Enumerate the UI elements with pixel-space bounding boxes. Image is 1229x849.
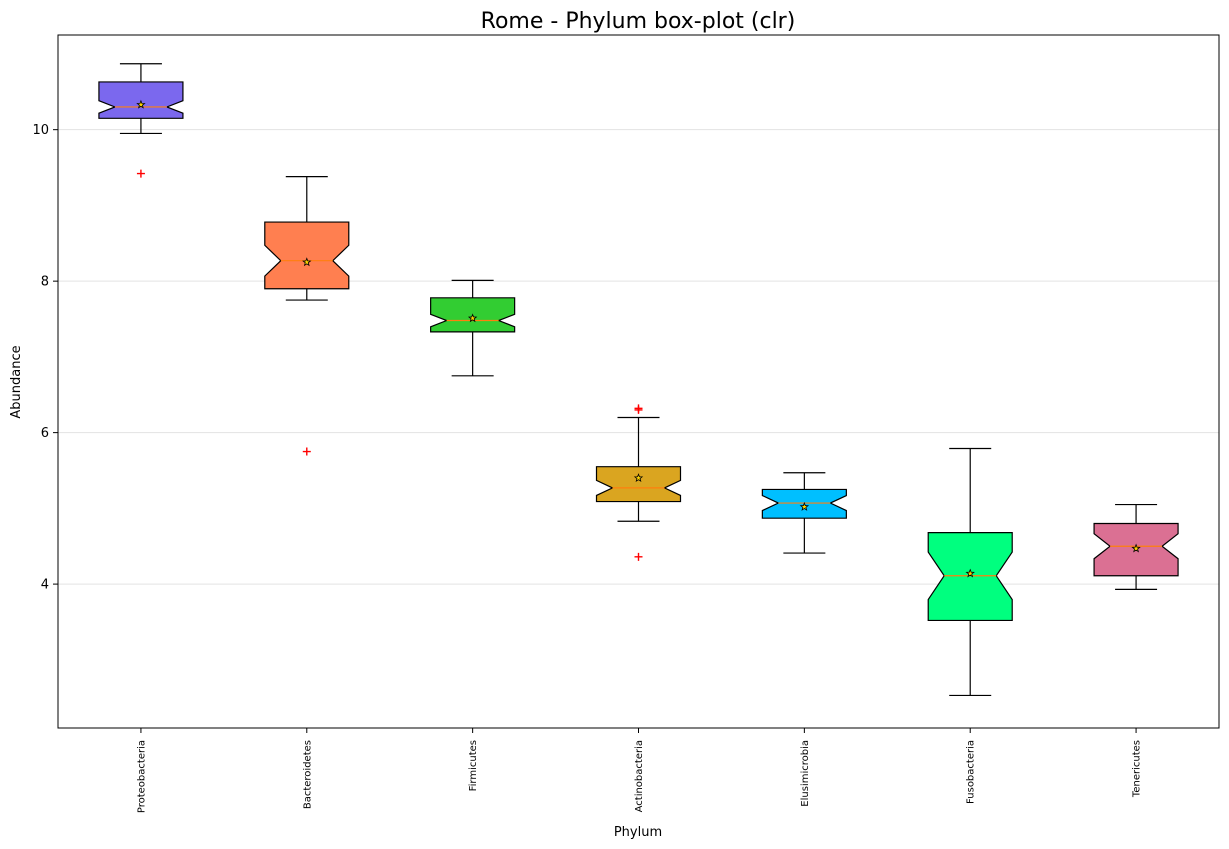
x-axis: Proteobacteria Bacteroidetes Firmicutes Act…	[136, 728, 1143, 813]
box-actinobacteria	[595, 404, 682, 561]
outlier-marker	[634, 552, 643, 561]
x-tick-label: Actinobacteria	[634, 740, 645, 812]
plot-frame	[57, 34, 1220, 729]
outlier-marker	[634, 404, 643, 413]
box-body	[927, 531, 1013, 622]
x-tick-label: Fusobacteria	[966, 740, 977, 804]
box-proteobacteria	[98, 63, 184, 178]
y-tick-label: 6	[41, 426, 49, 441]
mean-marker	[302, 257, 312, 267]
mean-marker	[136, 99, 146, 109]
y-axis: 4 6 8 10	[32, 123, 58, 593]
box-body	[264, 221, 350, 290]
box-firmicutes	[430, 279, 516, 377]
grid-lines	[58, 129, 1219, 585]
box-tenericutes	[1093, 503, 1179, 591]
y-tick-label: 8	[41, 275, 49, 290]
y-axis-label: Abundance	[9, 345, 24, 418]
x-tick-label: Bacteroidetes	[302, 740, 313, 809]
mean-marker	[799, 501, 810, 511]
x-tick-label: Firmicutes	[468, 740, 479, 791]
outlier-marker	[136, 169, 145, 178]
box-elusimicrobia	[761, 472, 847, 554]
box-bacteroidetes	[264, 176, 350, 456]
box-body	[595, 466, 682, 503]
box-fusobacteria	[927, 447, 1013, 697]
x-tick-label: Tenericutes	[1132, 740, 1143, 798]
x-tick-label: Elusimicrobia	[800, 740, 811, 807]
mean-marker	[965, 568, 975, 578]
chart-title: Rome - Phylum box-plot (clr)	[481, 9, 796, 34]
outlier-marker	[302, 447, 311, 456]
plot-area	[98, 63, 1179, 697]
mean-marker	[467, 313, 478, 323]
mean-marker	[633, 473, 644, 483]
y-tick-label: 4	[41, 578, 49, 593]
mean-marker	[1131, 543, 1141, 553]
y-tick-label: 10	[32, 123, 49, 138]
x-tick-label: Proteobacteria	[136, 740, 147, 813]
x-axis-label: Phylum	[614, 825, 662, 840]
